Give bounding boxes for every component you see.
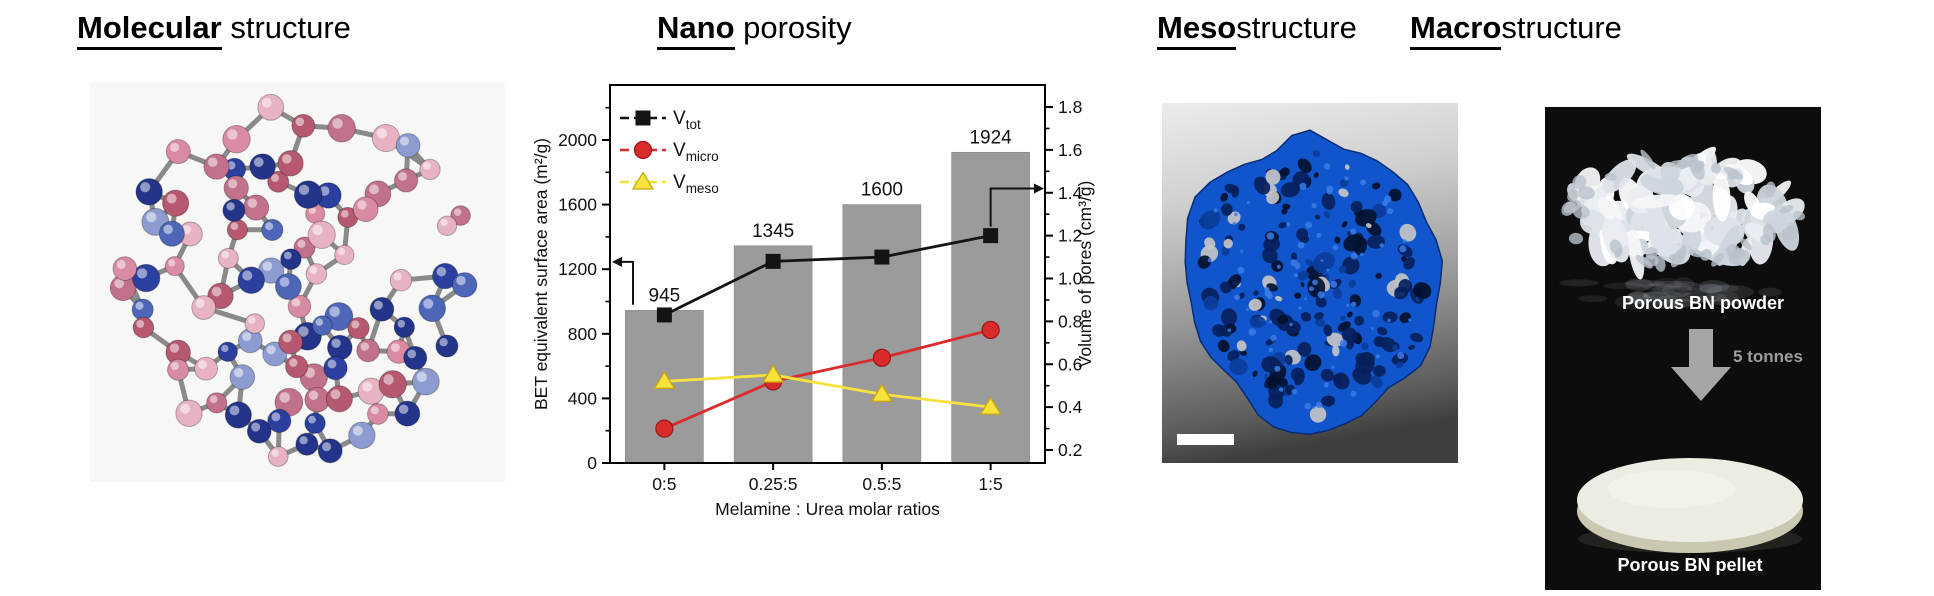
marker-circle [872,348,891,367]
x-tick-label: 1:5 [978,474,1002,494]
line-V_tot [663,234,991,317]
title-rest: structure [1236,10,1357,45]
left-tick-label: 2000 [558,130,597,150]
left-tick-label: 400 [568,388,597,408]
right-tick-label: 1.8 [1058,97,1082,117]
title-emphasis: Molecular [77,10,222,50]
marker-triangle [979,396,1002,415]
left-axis-title: BET equivalent surface area (m²/g) [531,138,551,410]
marker-triangle [653,370,676,390]
left-tick-label: 1600 [558,195,597,215]
powder-reflection [1559,277,1782,310]
bar [842,204,922,464]
line-V_meso [664,373,991,409]
macrostructure-panel: Porous BN powder 5 tonnes Porous BN pell… [1545,107,1821,590]
marker-square [656,307,672,323]
left-arrowhead-icon [612,256,622,267]
title-rest: structure [221,10,351,45]
panel-title-nano: Nano porosity [657,10,852,50]
molecule-atoms [109,93,478,467]
molecular-structure-panel [90,82,505,482]
marker-square [765,253,781,269]
left-tick-label: 1200 [558,259,597,279]
marker-triangle [870,383,894,402]
left-tick-label: 0 [587,453,597,473]
right-tick-label: 0.2 [1058,440,1082,460]
title-emphasis: Macro [1410,10,1502,50]
right-tick-label: 1.0 [1058,269,1083,289]
x-tick-label: 0.5:5 [862,474,901,494]
molecular-model-image [109,93,478,467]
bars-axis-pointer [621,260,634,305]
pellet-sheen [1607,470,1735,508]
right-axis-title: Volume of pores (cm³/g) [1075,181,1095,368]
marker-square [874,249,890,265]
powder-label: Porous BN powder [1621,293,1784,313]
bar-value-label: 1600 [861,180,903,201]
pellet-label: Porous BN pellet [1617,555,1763,575]
panel-title-macro: Macrostructure [1410,10,1622,50]
marker-square [983,228,999,244]
title-rest: structure [1501,10,1622,45]
x-tick-label: 0.25:5 [749,474,798,494]
line-V_micro [663,328,991,430]
nano-porosity-chart-panel: 945 1345 1600 1924 0 400 800 1200 1600 2000 0.2 0.4… [525,70,1110,525]
bn-pellet-photo [1577,458,1803,553]
marker-circle [981,320,1000,340]
title-emphasis: Meso [1157,10,1237,50]
right-tick-label: 1.6 [1058,140,1082,160]
bet-surface-area-chart: 945 1345 1600 1924 0 400 800 1200 1600 2000 0.2 0.4… [531,84,1095,519]
tomography-image [1162,103,1458,463]
bar [733,245,813,464]
panel-title-meso: Mesostructure [1157,10,1357,50]
bar-value-label: 945 [649,285,681,306]
right-tick-label: 0.4 [1058,397,1083,417]
right-arrowhead-icon [1034,183,1044,194]
down-arrow-icon [1671,329,1731,401]
bn-powder-photo [1559,146,1805,310]
left-tick-label: 800 [568,324,597,344]
marker-triangle [631,171,655,190]
powder-pile [1561,146,1805,280]
x-tick-label: 0:5 [652,474,676,494]
scale-bar [1177,434,1234,445]
panel-title-molecular: Molecular structure [77,10,351,50]
mesostructure-panel [1162,103,1458,463]
porous-blue-fragment [1184,129,1444,435]
bar-value-label: 1345 [752,221,794,242]
right-tick-label: 1.4 [1058,183,1083,203]
marker-circle [655,419,674,438]
bar-value-label: 1924 [969,127,1012,148]
press-force-label: 5 tonnes [1733,347,1803,366]
right-tick-label: 1.2 [1058,226,1082,246]
right-tick-label: 0.8 [1058,311,1082,331]
legend-label: Vmeso [673,172,719,196]
marker-triangle [761,364,785,383]
x-axis-title: Melamine : Urea molar ratios [715,499,940,519]
line-axis-pointer [989,187,1035,227]
marker-square [635,110,651,126]
right-tick-label: 0.6 [1058,354,1082,374]
legend-label: Vtot [673,108,701,132]
legend-label: Vmicro [673,140,719,164]
title-rest: porosity [734,10,852,45]
plot-frame [609,84,1046,464]
title-emphasis: Nano [657,10,735,50]
marker-circle [633,140,653,160]
